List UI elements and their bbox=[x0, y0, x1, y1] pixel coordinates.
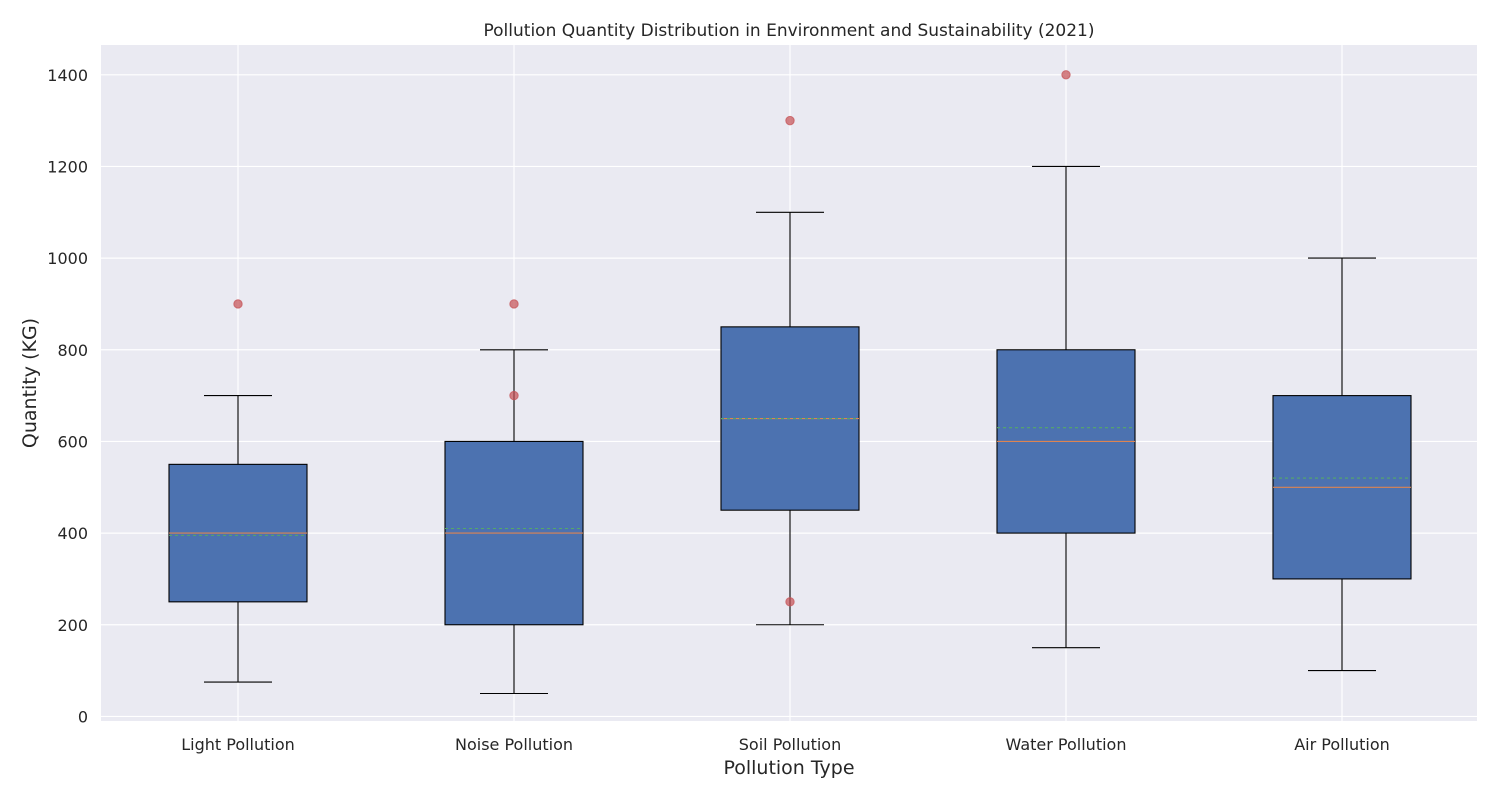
chart-title: Pollution Quantity Distribution in Envir… bbox=[484, 21, 1095, 41]
outlier-point bbox=[233, 299, 243, 309]
outlier-point bbox=[509, 299, 519, 309]
y-tick-label: 600 bbox=[57, 432, 88, 451]
x-tick-label: Light Pollution bbox=[181, 735, 295, 754]
y-tick-label: 400 bbox=[57, 524, 88, 543]
y-tick-label: 1200 bbox=[47, 157, 88, 176]
y-tick-label: 1000 bbox=[47, 249, 88, 268]
y-tick-label: 800 bbox=[57, 341, 88, 360]
x-tick-label: Air Pollution bbox=[1294, 735, 1390, 754]
x-tick-label: Noise Pollution bbox=[455, 735, 573, 754]
box-layer bbox=[168, 70, 1412, 695]
outlier-point bbox=[785, 597, 795, 607]
x-axis-label: Pollution Type bbox=[723, 757, 854, 779]
y-tick-label: 200 bbox=[57, 616, 88, 635]
y-axis-label: Quantity (KG) bbox=[19, 318, 41, 448]
tick-labels: 0 200 400 600 800 1000 1200 1400 Light Pollution… bbox=[47, 66, 1390, 754]
outlier-point bbox=[509, 390, 519, 401]
y-tick-label: 1400 bbox=[47, 66, 88, 85]
x-tick-label: Soil Pollution bbox=[739, 735, 841, 754]
y-tick-label: 0 bbox=[78, 707, 88, 726]
outlier-point bbox=[785, 115, 795, 126]
outlier-point bbox=[1061, 70, 1071, 80]
x-tick-label: Water Pollution bbox=[1006, 735, 1127, 754]
